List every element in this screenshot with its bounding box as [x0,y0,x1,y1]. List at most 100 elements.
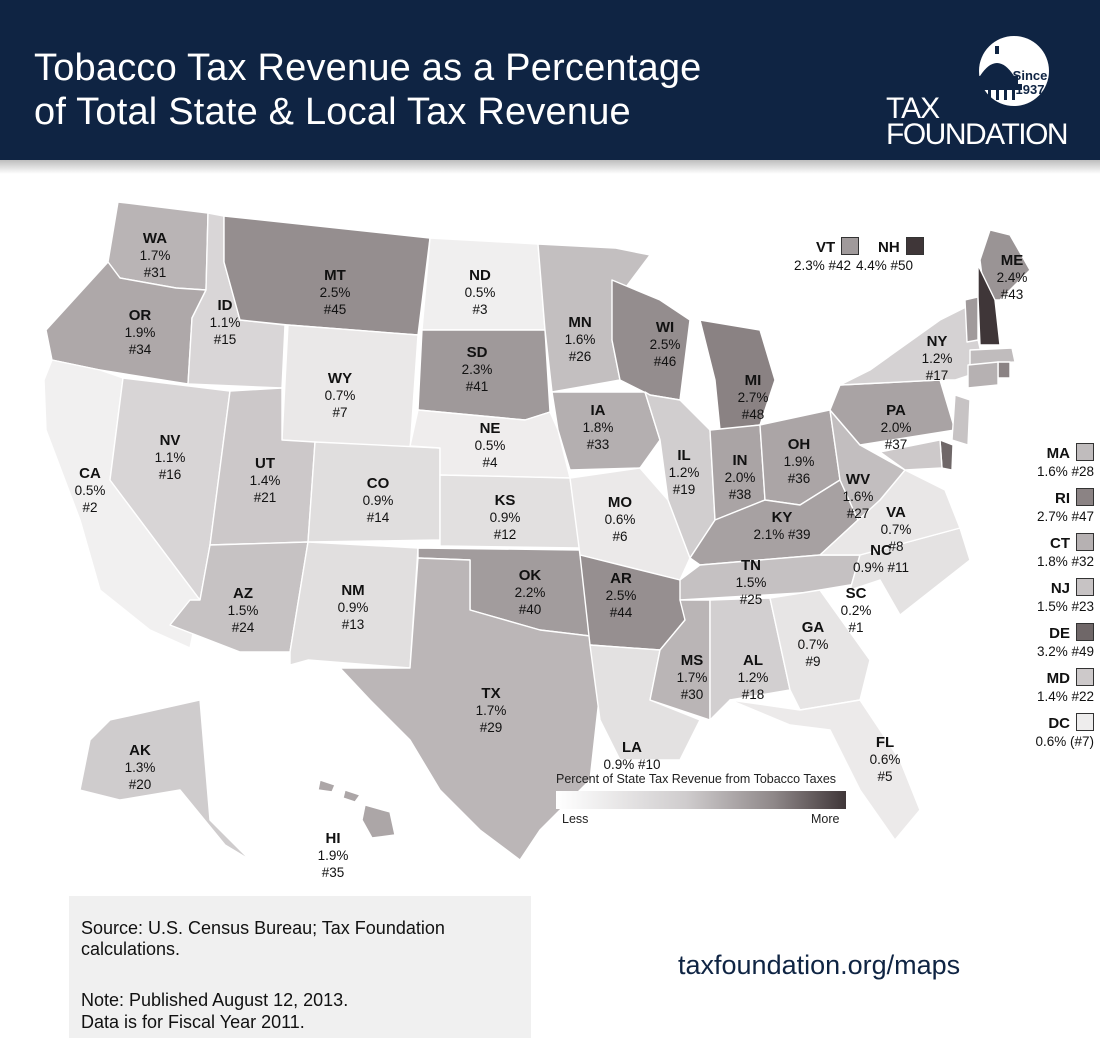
state-value: #17 [926,368,949,383]
state-ak [79,699,251,861]
logo-year: 1937 [1016,82,1045,97]
state-value: #15 [214,332,237,347]
header-shadow [0,160,1100,174]
state-value: #5 [877,769,892,784]
state-nh [977,264,1001,346]
callout-value: 1.8% #32 [1036,554,1094,569]
state-value: #45 [324,302,347,317]
state-value: 1.3% [125,760,156,775]
state-ct [967,361,999,389]
note-line-2: Data is for Fiscal Year 2011. [81,1012,305,1032]
state-abbr: NM [341,582,364,599]
callout-abbr: CT [1050,535,1070,552]
state-abbr: LA [622,739,642,756]
state-abbr: WV [846,471,870,488]
state-label-mt: MT 2.5% #45 [320,267,351,317]
state-value: #3 [472,302,487,317]
state-value: 0.5% [475,438,506,453]
state-abbr: CO [367,475,390,492]
state-label-al: AL 1.2% #18 [738,652,769,702]
state-value: 0.6% [605,512,636,527]
state-abbr: VA [886,504,906,521]
state-value: 2.1% #39 [753,527,810,542]
state-value: 1.4% [250,473,281,488]
state-label-sc: SC 0.2% #1 [841,585,872,635]
state-value: 2.3% [462,362,493,377]
state-value: #21 [254,490,277,505]
state-abbr: SD [467,344,488,361]
state-label-sd: SD 2.3% #41 [462,344,493,394]
state-label-or: OR 1.9% #34 [125,307,156,357]
state-abbr: HI [326,830,341,847]
state-label-il: IL 1.2% #19 [669,447,700,497]
state-label-ky: KY 2.1% #39 [753,509,810,542]
website-link[interactable]: taxfoundation.org/maps [678,950,961,980]
state-value: 1.2% [922,351,953,366]
state-abbr: AZ [233,585,253,602]
state-value: #46 [654,354,677,369]
state-abbr: CA [79,465,101,482]
callout-value: 2.3% #42 [794,258,852,273]
state-tx [339,557,601,861]
state-hi [317,779,396,839]
state-value: #43 [1001,287,1024,302]
state-value: #18 [742,687,765,702]
state-label-la: LA 0.9% #10 [603,739,660,772]
logo-tax: TAX [886,92,940,125]
state-value: 2.7% [738,390,769,405]
state-value: 0.5% [75,483,106,498]
callout-abbr: DC [1048,715,1070,732]
callout-value: 1.6% #28 [1036,464,1094,479]
state-value: 0.9% #10 [603,757,660,772]
state-value: #1 [848,620,863,635]
state-abbr: IA [591,402,606,419]
source-box: Source: U.S. Census Bureau; Tax Foundati… [69,896,531,1038]
callout-de: DE 3.2% #49 [1018,623,1094,659]
callout-abbr: NJ [1050,580,1070,597]
state-abbr: AL [743,652,763,669]
state-value: 1.1% [210,315,241,330]
state-label-nm: NM 0.9% #13 [338,582,369,632]
state-value: #2 [82,500,97,515]
state-value: 2.5% [650,337,681,352]
callout-value: 3.2% #49 [1036,644,1094,659]
state-label-wy: WY 0.7% #7 [325,370,356,420]
source-text: Source: U.S. Census Bureau; Tax Foundati… [81,918,445,959]
state-label-ia: IA 1.8% #33 [583,402,614,452]
state-label-wa: WA 1.7% #31 [140,230,171,280]
state-value: #16 [159,467,182,482]
callout-swatch [905,237,924,255]
callout-ma: MA 1.6% #28 [1018,443,1094,479]
state-label-hi: HI 1.9% #35 [318,830,349,880]
callout-swatch [1076,443,1094,461]
callout-swatch [1076,578,1094,596]
state-label-co: CO 0.9% #14 [363,475,394,525]
state-value: 2.2% [515,585,546,600]
state-value: 0.5% [465,285,496,300]
state-abbr: AK [129,742,151,759]
state-abbr: TN [741,557,761,574]
state-value: 1.5% [736,575,767,590]
state-value: #6 [612,529,627,544]
state-label-nv: NV 1.1% #16 [155,432,186,482]
state-al [709,597,791,721]
state-value: 1.2% [669,465,700,480]
state-abbr: OH [788,436,811,453]
state-value: #4 [482,455,498,470]
state-value: 2.0% [881,420,912,435]
callout-abbr: MA [1046,445,1070,462]
state-value: 1.7% [476,703,507,718]
scale-low-label: Less [562,812,589,826]
scale-gradient-bar [556,791,846,809]
callout-ct: CT 1.8% #32 [1018,533,1094,569]
title-line-1: Tobacco Tax Revenue as a Percentage [34,47,702,89]
state-value: 1.6% [843,489,874,504]
state-abbr: MN [568,314,591,331]
state-abbr: NY [927,333,948,350]
state-value: 0.9% [490,510,521,525]
page-title: Tobacco Tax Revenue as a Percentage of T… [34,46,702,134]
state-value: #20 [129,777,152,792]
state-ri [997,361,1011,379]
state-value: #33 [587,437,610,452]
state-md [879,439,943,471]
